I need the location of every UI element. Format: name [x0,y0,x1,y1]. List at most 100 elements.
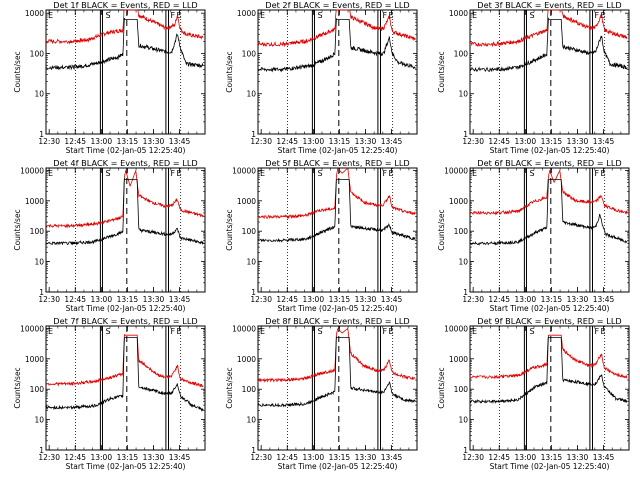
x-tick-label: 13:45 [169,137,191,146]
x-tick-label: 13:45 [593,453,615,462]
y-axis-label: Counts/sec [225,367,234,408]
marker-E-label: E [389,11,394,20]
lld-series-line [257,167,416,220]
x-tick-label: 13:30 [567,453,589,462]
x-tick-label: 13:15 [329,453,351,462]
x-tick-label: 13:15 [117,453,139,462]
marker-F-label: F [595,169,600,178]
marker-S-label: S [529,11,534,20]
x-tick-label: 13:30 [143,137,165,146]
marker-E-label-left: E [260,11,265,20]
x-tick-label: 13:45 [381,453,403,462]
lld-series-line [257,9,416,48]
x-tick-label: 12:45 [488,295,510,304]
x-tick-label: 12:30 [250,453,272,462]
chart-title: Det 1f BLACK = Events, RED = LLD [53,0,197,10]
marker-S-label: S [105,169,110,178]
marker-S-label: S [529,169,534,178]
y-tick-label: 100 [30,49,45,58]
x-tick-label: 12:45 [276,453,298,462]
y-axis-label: Counts/sec [13,51,22,92]
marker-S-label: S [317,11,322,20]
x-tick-label: 13:00 [90,295,112,304]
marker-F-label: F [171,169,176,178]
y-tick-label: 1000 [25,9,44,18]
events-series-line [257,336,416,408]
chart-title: Det 9f BLACK = Events, RED = LLD [477,316,621,326]
marker-E-label-left: E [48,169,53,178]
y-tick-label: 100 [454,385,469,394]
marker-E-label: E [601,11,606,20]
marker-E-label-left: E [260,169,265,178]
marker-F-label: F [595,327,600,336]
chart-panel-3: Det 3f BLACK = Events, RED = LLD 1 10 100 10… [437,0,630,155]
x-tick-label: 13:45 [381,295,403,304]
x-tick-label: 13:45 [381,137,403,146]
x-axis-label: Start Time (02-Jan-05 12:25:40) [490,304,610,313]
x-tick-label: 13:45 [593,295,615,304]
y-tick-label: 10000 [444,324,468,333]
marker-E-label: E [177,169,182,178]
x-tick-label: 13:45 [169,453,191,462]
x-tick-label: 13:15 [541,453,563,462]
events-series-line [257,179,416,243]
y-tick-label: 1 [39,130,44,139]
y-tick-label: 1 [463,130,468,139]
lld-series-line [257,327,416,383]
y-axis-label: Counts/sec [225,209,234,250]
y-tick-label: 10 [34,90,44,99]
x-axis-label: Start Time (02-Jan-05 12:25:40) [66,462,186,471]
y-axis-label: Counts/sec [225,51,234,92]
y-tick-label: 1000 [25,355,44,364]
x-tick-label: 13:00 [514,137,536,146]
chart-panel-9: Det 9f BLACK = Events, RED = LLD 1 10 100 10… [437,316,630,471]
x-tick-label: 13:30 [355,137,377,146]
chart-title: Det 6f BLACK = Events, RED = LLD [477,158,621,168]
x-tick-label: 12:30 [250,295,272,304]
x-axis-label: Start Time (02-Jan-05 12:25:40) [66,146,186,155]
y-tick-label: 1 [39,446,44,455]
events-series-line [45,177,204,246]
x-tick-label: 13:15 [329,295,351,304]
x-tick-label: 13:00 [302,295,324,304]
y-tick-label: 1000 [449,9,468,18]
marker-E-label: E [177,327,182,336]
y-tick-label: 10 [246,258,256,267]
x-tick-label: 12:30 [38,295,60,304]
x-axis-label: Start Time (02-Jan-05 12:25:40) [278,462,398,471]
chart-panel-4: Det 4f BLACK = Events, RED = LLD 1 10 100 10… [13,158,206,313]
marker-E-label-left: E [472,11,477,20]
x-axis-label: Start Time (02-Jan-05 12:25:40) [278,146,398,155]
marker-E-label-left: E [472,327,477,336]
y-tick-label: 1000 [237,355,256,364]
chart-title: Det 8f BLACK = Events, RED = LLD [265,316,409,326]
y-tick-label: 1 [463,446,468,455]
events-series-line [257,17,416,73]
x-tick-label: 13:00 [90,137,112,146]
events-series-line [469,336,628,404]
x-tick-label: 13:15 [541,295,563,304]
chart-title: Det 4f BLACK = Events, RED = LLD [53,158,197,168]
chart-panel-8: Det 8f BLACK = Events, RED = LLD 1 10 100 10… [225,316,418,471]
plot-frame [45,325,206,451]
y-tick-label: 10000 [20,166,44,175]
y-tick-label: 10 [246,416,256,425]
marker-E-label-left: E [48,327,53,336]
marker-E-label: E [601,169,606,178]
lld-series-line [469,334,628,380]
marker-E-label: E [601,327,606,336]
marker-E-label: E [177,11,182,20]
y-tick-label: 1 [251,130,256,139]
x-tick-label: 13:30 [355,453,377,462]
y-tick-label: 100 [454,49,469,58]
y-tick-label: 100 [242,49,257,58]
x-tick-label: 12:45 [64,137,86,146]
x-tick-label: 13:30 [355,295,377,304]
plot-frame [257,325,418,451]
marker-F-label: F [171,327,176,336]
marker-S-label: S [105,327,110,336]
x-tick-label: 13:45 [593,137,615,146]
y-tick-label: 100 [30,227,45,236]
chart-panel-7: Det 7f BLACK = Events, RED = LLD 1 10 100 10… [13,316,206,471]
x-axis-label: Start Time (02-Jan-05 12:25:40) [278,304,398,313]
